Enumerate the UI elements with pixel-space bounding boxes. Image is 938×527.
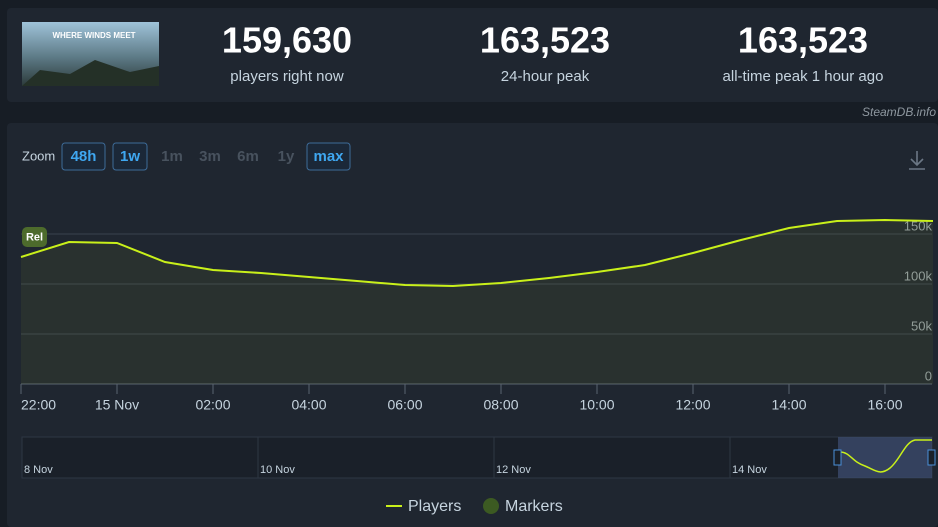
x-tick-label: 02:00 [195, 397, 230, 413]
zoom-button-label[interactable]: 1y [278, 148, 295, 165]
y-tick-label: 0 [925, 368, 932, 383]
stat-label: players right now [230, 68, 344, 85]
y-tick-label: 50k [911, 318, 932, 333]
zoom-button[interactable] [306, 142, 351, 171]
legend-label[interactable]: Players [408, 498, 461, 515]
navigator-line [839, 439, 932, 473]
stat-value: 163,523 [738, 20, 868, 61]
line [20, 218, 934, 288]
legend-marker-swatch [483, 498, 499, 514]
chart-panel [7, 123, 938, 527]
zoom-label: Zoom [22, 148, 55, 163]
navigator-label: 14 Nov [732, 464, 767, 476]
navigator-handle[interactable] [833, 449, 842, 466]
zoom-button[interactable] [112, 142, 148, 171]
annotation-badge[interactable] [22, 227, 47, 247]
legend-label[interactable]: Markers [505, 498, 563, 515]
x-tick-label: 12:00 [675, 397, 710, 413]
zoom-button-label[interactable]: 6m [237, 148, 259, 165]
game-logo: WHERE WINDS MEET [52, 31, 135, 40]
stat-label: all-time peak 1 hour ago [723, 68, 884, 85]
navigator [21, 436, 933, 479]
y-tick-label: 150k [904, 218, 933, 233]
x-tick-label: 22:00 [21, 397, 56, 413]
stats-panel [7, 8, 938, 102]
zoom-button-label[interactable]: 48h [71, 148, 97, 165]
x-tick-label: 15 Nov [95, 397, 139, 413]
zoom-button-label[interactable]: 3m [199, 148, 221, 165]
area [21, 220, 933, 384]
navigator-label: 10 Nov [260, 464, 295, 476]
x-tick-label: 06:00 [387, 397, 422, 413]
annotation[interactable]: Rel [26, 231, 43, 243]
navigator-label: 8 Nov [24, 464, 53, 476]
zoom-button-label[interactable]: max [313, 148, 344, 165]
credit: SteamDB.info [862, 105, 936, 119]
x-tick-label: 16:00 [867, 397, 902, 413]
navigator-label: 12 Nov [496, 464, 531, 476]
navigator-handle[interactable] [927, 449, 936, 466]
x-tick-label: 04:00 [291, 397, 326, 413]
stat-value: 159,630 [222, 20, 352, 61]
stat-label: 24-hour peak [501, 68, 590, 85]
x-tick-label: 14:00 [771, 397, 806, 413]
y-tick-label: 100k [904, 268, 933, 283]
image-ground [22, 60, 159, 86]
stat-value: 163,523 [480, 20, 610, 61]
zoom-button-label[interactable]: 1m [161, 148, 183, 165]
x-tick-label: 08:00 [483, 397, 518, 413]
zoom-button[interactable] [61, 142, 106, 171]
download-icon[interactable] [909, 151, 925, 170]
zoom-button-label[interactable]: 1w [120, 148, 140, 165]
x-tick-label: 10:00 [579, 397, 614, 413]
